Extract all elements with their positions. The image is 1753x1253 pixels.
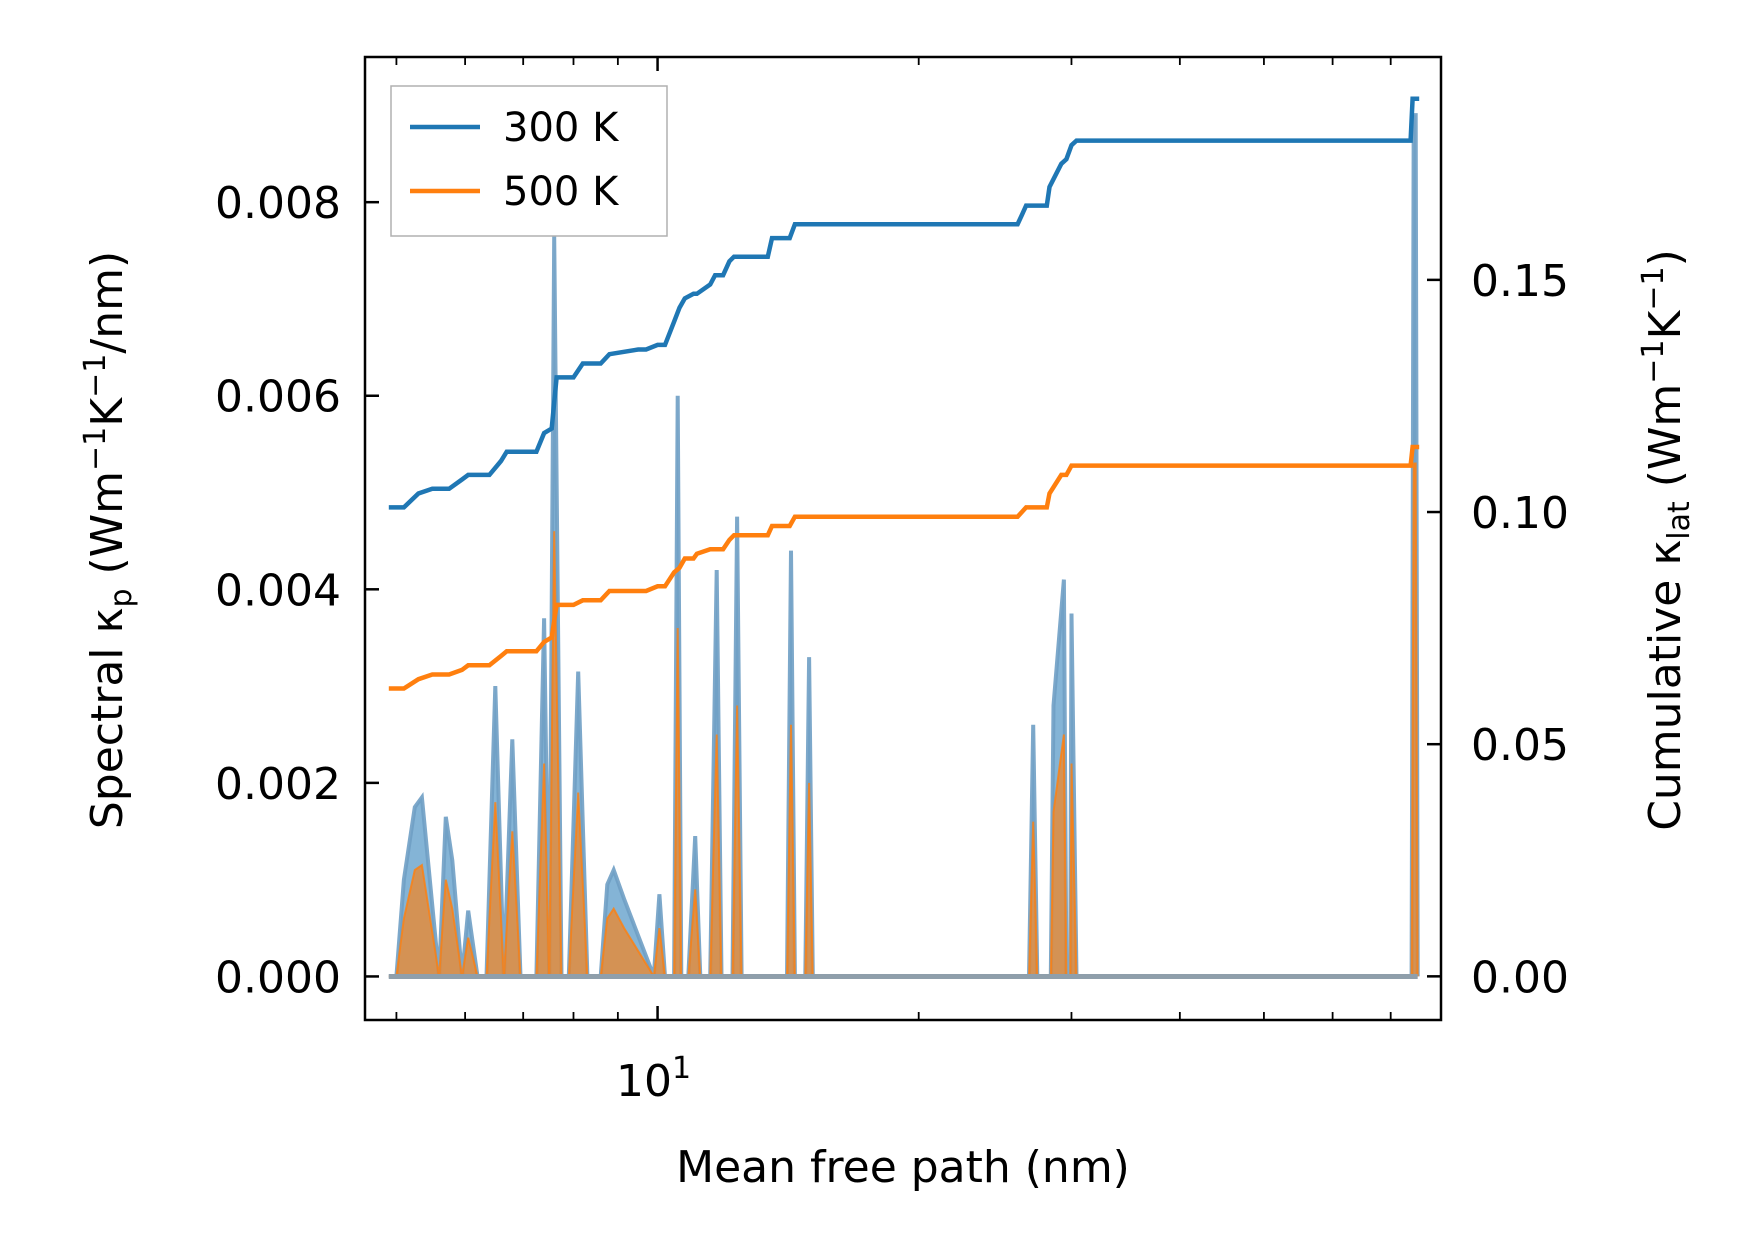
- right-label-sub: lat: [1662, 501, 1697, 540]
- x-tick-label: 101: [616, 1051, 691, 1107]
- left-label-unit: (Wm: [82, 471, 133, 575]
- plot-area: [388, 96, 1420, 980]
- tick-labels: 0.000 0.002 0.004 0.006 0.008 0.00 0.05 0.10 0.1…: [215, 178, 1569, 1107]
- left-label-sub: p: [104, 589, 139, 608]
- left-label-exp2: −1: [78, 354, 113, 398]
- left-label-main: Spectral κ: [82, 608, 133, 830]
- right-label-unit: (Wm: [1640, 384, 1691, 488]
- right-tick-label: 0.05: [1471, 720, 1569, 771]
- left-tick-label: 0.006: [215, 372, 341, 423]
- right-label-tail: ): [1640, 249, 1691, 266]
- legend-label-500k: 500 K: [503, 169, 620, 215]
- spectral-500k-area: [388, 463, 1418, 977]
- right-label-main: Cumulative κ: [1640, 540, 1691, 831]
- left-tick-label: 0.004: [215, 565, 341, 616]
- left-label-k: K: [82, 397, 133, 427]
- right-label-exp1: −1: [1636, 339, 1671, 383]
- x-axis-label: Mean free path (nm): [676, 1142, 1130, 1193]
- legend-label-300k: 300 K: [503, 105, 620, 151]
- right-label-exp2: −1: [1636, 266, 1671, 310]
- right-tick-label: 0.15: [1471, 256, 1569, 307]
- left-tick-label: 0.000: [215, 952, 341, 1003]
- cumulative-500k-line: [388, 444, 1420, 691]
- left-label-tail: /nm): [82, 251, 133, 354]
- tick-marks: [365, 57, 1442, 1020]
- left-tick-label: 0.002: [215, 759, 341, 810]
- legend: 300 K 500 K: [390, 85, 668, 237]
- cumulative-300k-line: [388, 96, 1420, 510]
- left-tick-label: 0.008: [215, 178, 341, 229]
- right-y-axis-label: Cumulative κlat(Wm−1K−1): [1636, 249, 1697, 831]
- right-tick-label: 0.00: [1471, 952, 1569, 1003]
- right-tick-label: 0.10: [1471, 488, 1569, 539]
- left-y-axis-label: Spectral κp(Wm−1K−1/nm): [78, 251, 139, 829]
- plot-frame: [363, 55, 1443, 1022]
- left-label-exp1: −1: [78, 427, 113, 471]
- legend-box: [390, 85, 668, 237]
- right-label-k: K: [1640, 309, 1691, 339]
